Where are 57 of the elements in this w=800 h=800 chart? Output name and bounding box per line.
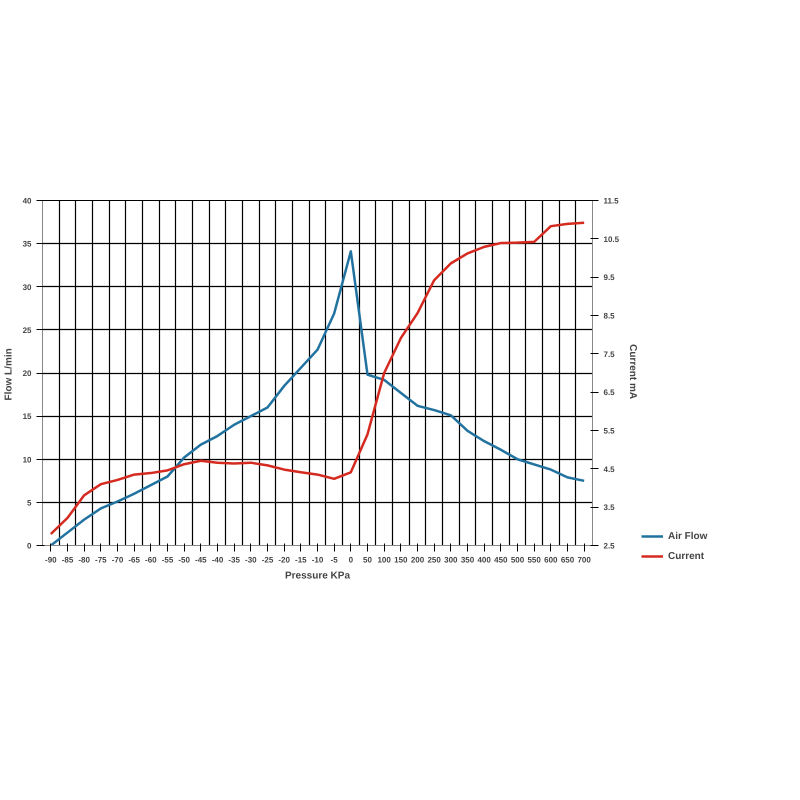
y-tick-label: 35 [22,240,32,249]
x-tick-label: -45 [195,556,208,564]
y2-tick-label: 7.5 [604,350,616,359]
x-tick-label: -25 [262,556,274,564]
x-tick-label: 150 [394,556,408,564]
y-axis-title: Flow L/min [4,348,15,400]
y-tick-label: 30 [22,282,32,292]
x-tick-label: 250 [427,556,442,564]
x-tick-label: -75 [95,556,108,564]
y-tick-label: 25 [22,326,32,335]
x-axis-title: Pressure KPa [284,570,350,582]
y2-tick-label: 3.5 [604,503,616,512]
x-tick-label: -30 [245,556,258,564]
y2-tick-label: 10.5 [604,234,620,244]
legend-label: Air Flow [668,530,708,542]
x-tick-label: 650 [560,556,575,564]
x-tick-label: 0 [348,556,354,564]
y-tick-label: 0 [27,542,32,550]
x-tick-label: 600 [544,556,558,564]
y-tick-label: 10 [22,455,32,464]
x-tick-label: 350 [460,556,475,564]
x-tick-label: 400 [477,556,492,564]
x-tick-label: 200 [410,556,425,564]
x-tick-label: 100 [377,556,392,564]
x-tick-label: -20 [278,556,290,564]
x-tick-label: -35 [228,556,240,564]
y2-tick-label: 2.5 [604,542,616,550]
x-tick-label: -55 [162,556,174,564]
x-tick-label: -65 [128,556,140,564]
x-tick-label: -70 [112,556,124,564]
x-tick-label: -5 [330,556,338,564]
x-tick-label: 50 [363,556,372,564]
x-tick-label: -50 [178,556,190,564]
x-tick-label: -85 [62,556,74,564]
x-tick-label: 700 [577,556,592,564]
x-tick-label: 300 [444,556,458,564]
y-tick-label: 15 [22,412,32,422]
y2-tick-label: 9.5 [604,273,616,282]
y-tick-label: 20 [22,369,32,378]
y2-tick-label: 11.5 [604,196,620,206]
y2-tick-label: 5.5 [604,426,616,436]
x-tick-label: -15 [295,556,308,564]
y2-axis-title: Current mA [627,344,638,400]
y-tick-label: 40 [22,196,32,206]
x-tick-label: -60 [145,556,158,564]
legend-label: Current [668,550,704,562]
x-tick-label: -90 [45,556,58,564]
x-tick-label: -10 [312,556,324,564]
y-tick-label: 5 [27,498,32,508]
x-tick-label: 450 [494,556,508,564]
x-tick-label: -80 [78,556,90,564]
x-tick-label: 550 [527,556,542,564]
y2-tick-label: 4.5 [604,464,616,474]
y2-tick-label: 6.5 [604,388,616,398]
y2-tick-label: 8.5 [604,312,616,320]
x-tick-label: -40 [212,556,224,564]
x-tick-label: 500 [510,556,525,564]
